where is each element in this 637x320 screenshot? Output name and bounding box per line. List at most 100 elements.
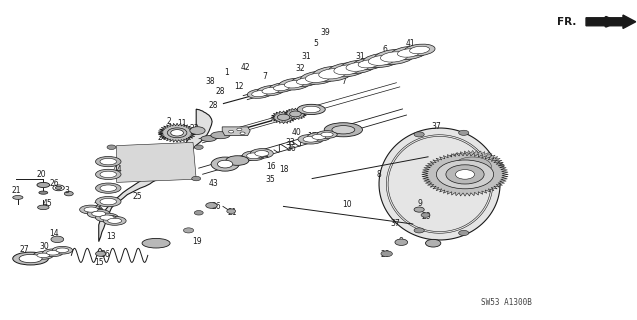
- Text: 32: 32: [352, 63, 362, 72]
- Text: 42: 42: [240, 63, 250, 72]
- Text: 31: 31: [301, 52, 311, 60]
- Text: 6: 6: [383, 45, 388, 54]
- Text: 5: 5: [313, 39, 318, 48]
- Ellipse shape: [211, 157, 239, 171]
- Ellipse shape: [37, 182, 50, 188]
- Ellipse shape: [298, 134, 324, 144]
- Text: 18: 18: [279, 165, 288, 174]
- Circle shape: [227, 209, 236, 213]
- Ellipse shape: [269, 83, 294, 92]
- Circle shape: [459, 230, 469, 236]
- Ellipse shape: [301, 71, 335, 84]
- Text: 16: 16: [266, 162, 276, 171]
- Ellipse shape: [317, 131, 337, 138]
- Text: SW53 A1300B: SW53 A1300B: [481, 298, 532, 307]
- Circle shape: [240, 132, 245, 135]
- Circle shape: [96, 251, 106, 256]
- Text: 28: 28: [215, 87, 224, 96]
- Ellipse shape: [80, 205, 103, 214]
- Text: 41: 41: [406, 39, 416, 48]
- Text: 37: 37: [431, 122, 441, 131]
- Ellipse shape: [103, 216, 126, 225]
- Text: 33: 33: [285, 138, 295, 147]
- Polygon shape: [222, 127, 250, 136]
- Ellipse shape: [340, 60, 375, 73]
- Text: 7: 7: [262, 72, 267, 81]
- Ellipse shape: [318, 68, 346, 79]
- Text: 21: 21: [11, 186, 20, 195]
- Ellipse shape: [257, 85, 284, 96]
- Text: 17: 17: [307, 132, 317, 140]
- Circle shape: [190, 127, 205, 134]
- Circle shape: [414, 132, 424, 137]
- Ellipse shape: [39, 191, 48, 194]
- Polygon shape: [99, 109, 212, 242]
- Text: 36: 36: [287, 144, 297, 153]
- Circle shape: [414, 228, 424, 233]
- Circle shape: [414, 207, 424, 212]
- Ellipse shape: [332, 126, 355, 134]
- Ellipse shape: [100, 198, 117, 205]
- Circle shape: [194, 211, 203, 215]
- Ellipse shape: [313, 66, 352, 81]
- Polygon shape: [441, 150, 505, 182]
- Ellipse shape: [358, 60, 379, 68]
- Circle shape: [426, 239, 441, 247]
- Circle shape: [107, 145, 116, 149]
- Text: 19: 19: [192, 237, 203, 246]
- Ellipse shape: [292, 76, 319, 86]
- Ellipse shape: [279, 78, 310, 90]
- FancyArrow shape: [586, 15, 636, 28]
- Ellipse shape: [87, 209, 110, 218]
- Text: 37: 37: [390, 220, 400, 228]
- Ellipse shape: [284, 80, 304, 88]
- Ellipse shape: [353, 58, 384, 70]
- Ellipse shape: [92, 211, 106, 216]
- Ellipse shape: [296, 78, 314, 84]
- Circle shape: [455, 170, 475, 179]
- Text: 27: 27: [19, 245, 29, 254]
- Polygon shape: [422, 153, 508, 196]
- Circle shape: [381, 251, 392, 257]
- Text: 45: 45: [43, 199, 53, 208]
- Circle shape: [277, 114, 290, 120]
- Ellipse shape: [100, 158, 117, 165]
- Circle shape: [194, 145, 203, 149]
- Ellipse shape: [247, 89, 272, 98]
- Ellipse shape: [297, 104, 326, 115]
- Ellipse shape: [100, 171, 117, 178]
- Text: 35: 35: [266, 175, 276, 184]
- Circle shape: [237, 128, 242, 131]
- Circle shape: [171, 130, 183, 136]
- Ellipse shape: [250, 149, 273, 158]
- Text: 3: 3: [64, 186, 69, 195]
- Text: 21: 21: [228, 208, 237, 217]
- Circle shape: [206, 203, 217, 208]
- Ellipse shape: [255, 151, 269, 156]
- Ellipse shape: [217, 160, 233, 168]
- Text: 40: 40: [291, 128, 301, 137]
- Text: 9: 9: [418, 199, 423, 208]
- Circle shape: [229, 131, 234, 133]
- Ellipse shape: [100, 215, 114, 220]
- Text: 36: 36: [100, 250, 110, 259]
- Ellipse shape: [312, 134, 326, 140]
- Circle shape: [446, 165, 484, 184]
- Text: 13: 13: [106, 232, 117, 241]
- Ellipse shape: [262, 87, 280, 94]
- Text: 5: 5: [370, 56, 375, 65]
- Ellipse shape: [96, 196, 121, 207]
- Text: 23: 23: [189, 124, 199, 132]
- Text: 15: 15: [94, 258, 104, 267]
- Text: 1: 1: [224, 68, 229, 76]
- Circle shape: [55, 186, 62, 189]
- Text: 25: 25: [132, 192, 142, 201]
- Ellipse shape: [100, 185, 117, 191]
- Ellipse shape: [380, 52, 408, 62]
- Text: 2: 2: [166, 117, 171, 126]
- Ellipse shape: [211, 132, 230, 139]
- Ellipse shape: [334, 65, 360, 75]
- Ellipse shape: [96, 183, 121, 193]
- Text: 44: 44: [113, 165, 123, 174]
- Ellipse shape: [56, 248, 69, 252]
